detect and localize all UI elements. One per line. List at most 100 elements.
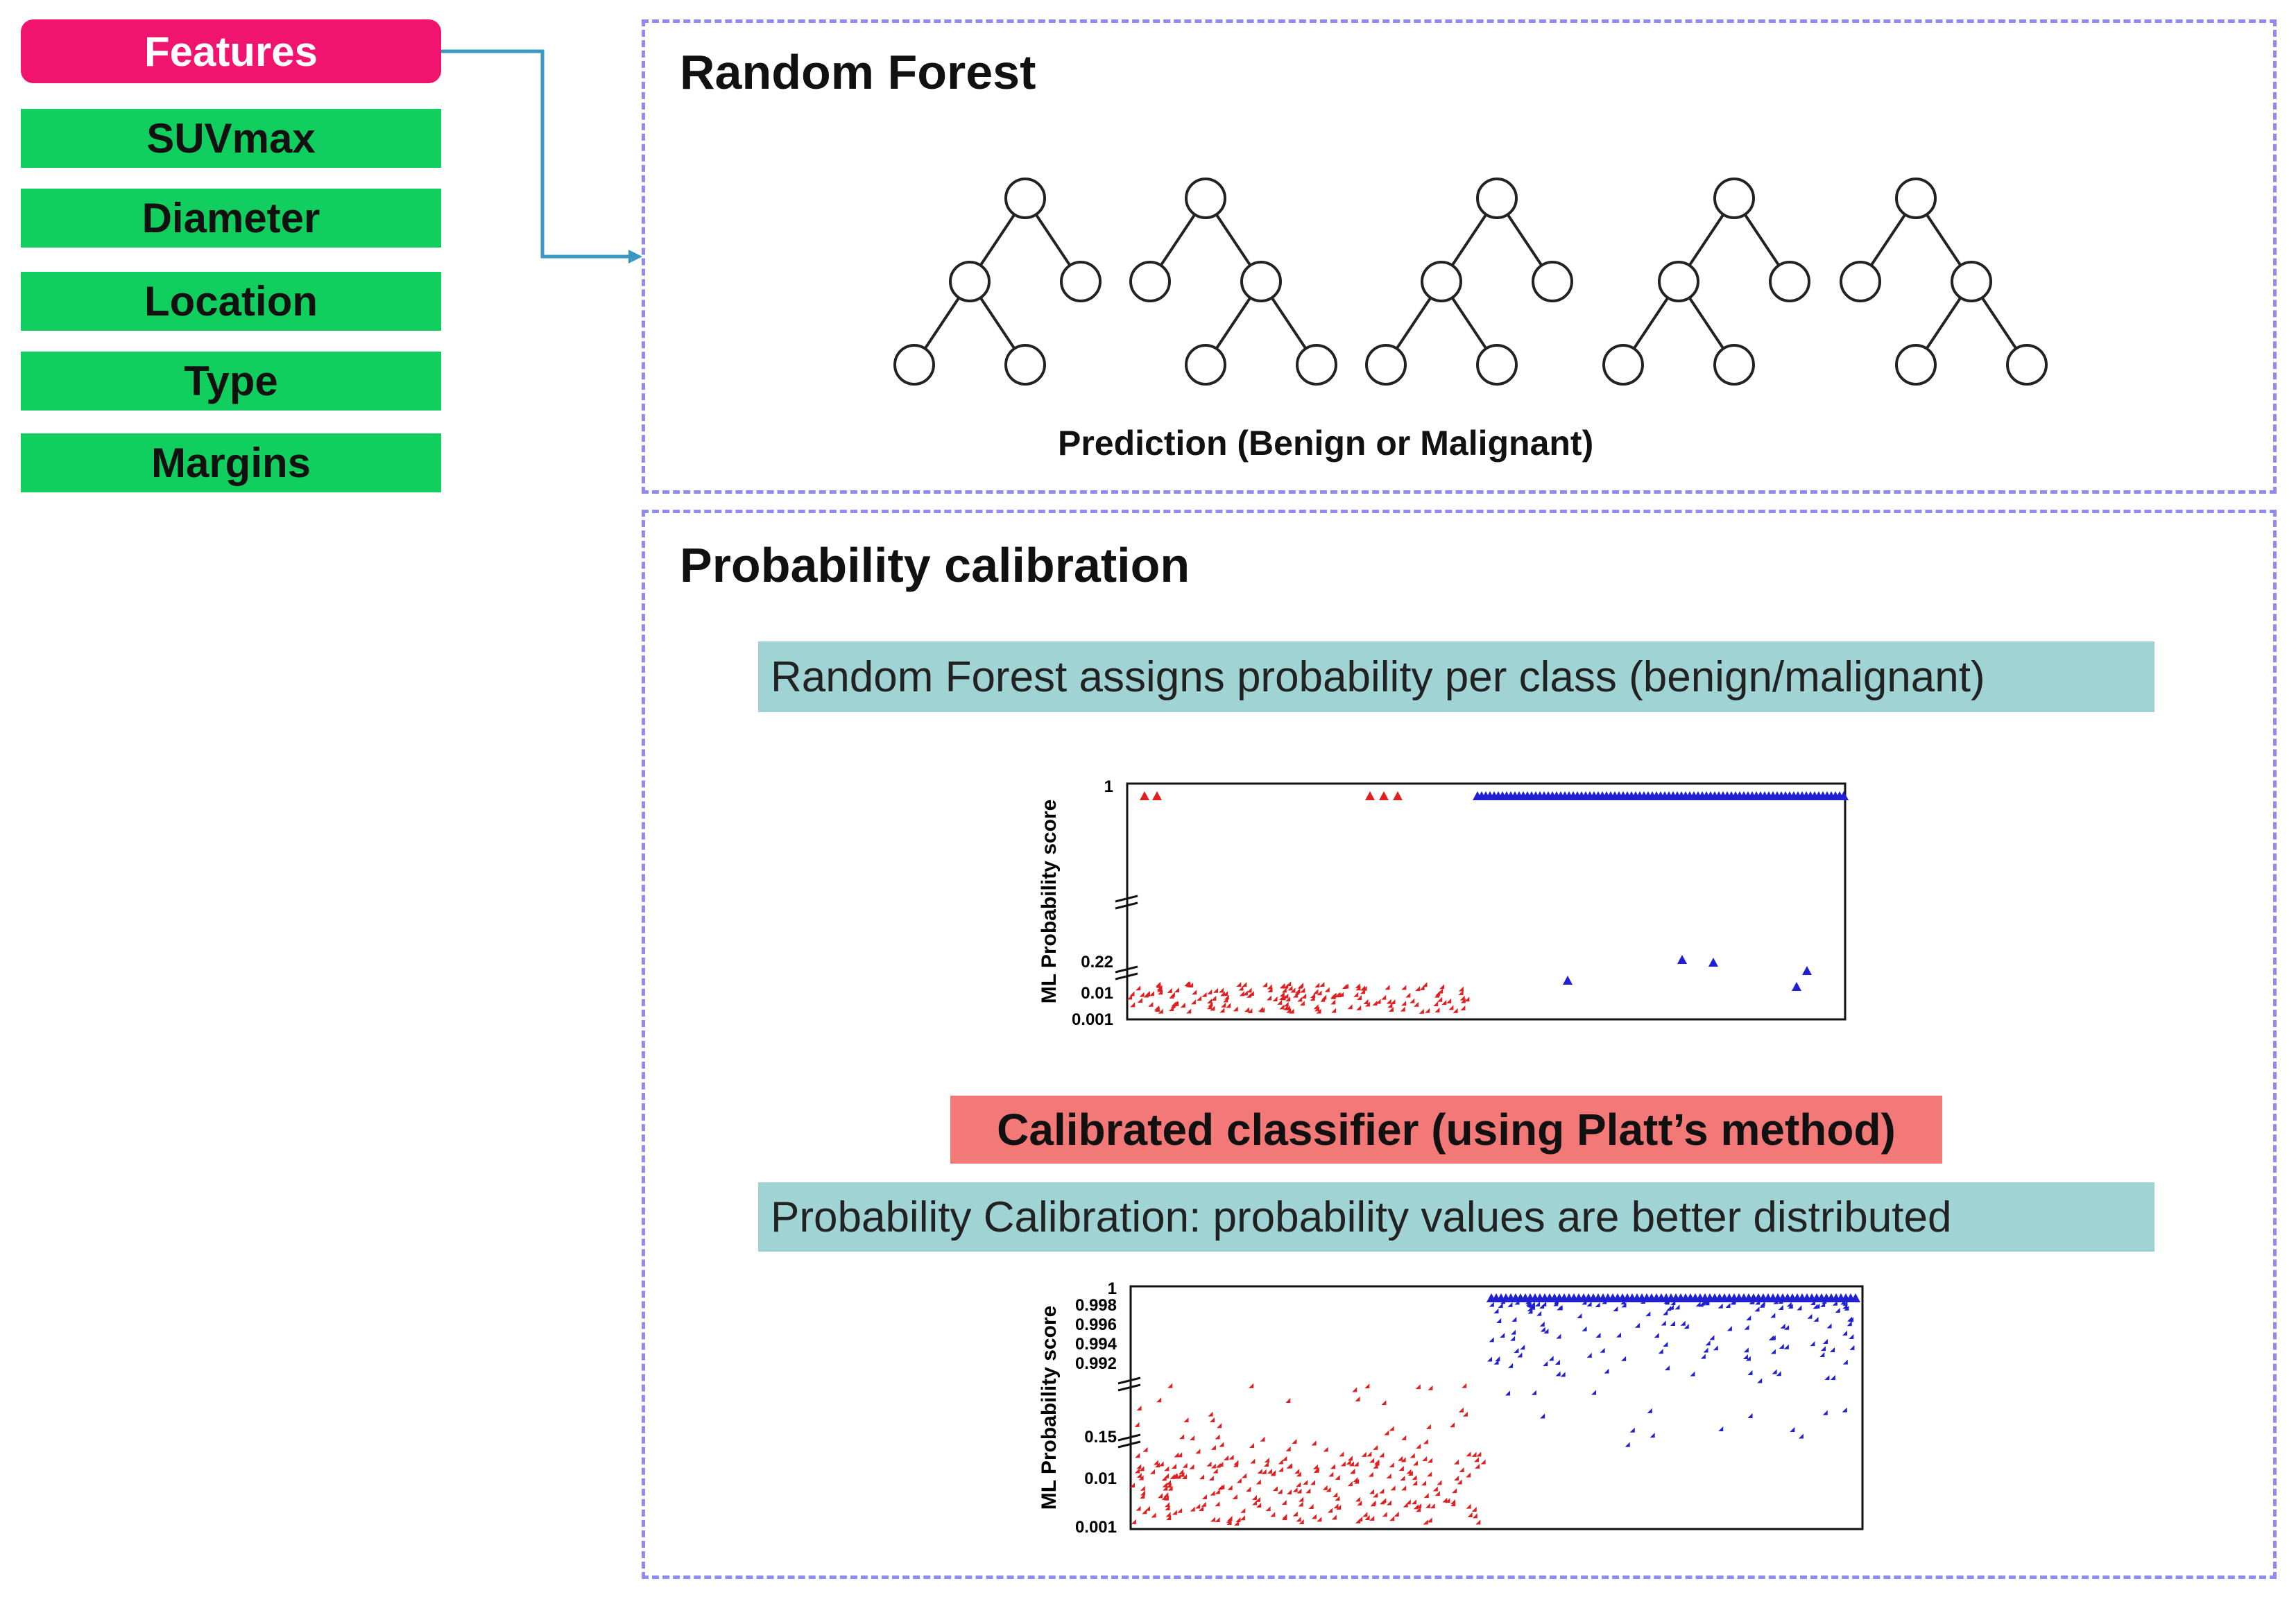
data-point bbox=[1207, 989, 1213, 994]
data-point bbox=[1810, 1300, 1815, 1306]
data-point bbox=[1270, 1512, 1276, 1517]
data-point bbox=[1457, 1479, 1462, 1485]
data-point bbox=[1310, 992, 1316, 998]
data-point bbox=[1670, 1320, 1675, 1326]
data-point bbox=[1425, 1424, 1431, 1429]
data-point bbox=[1169, 1006, 1174, 1012]
data-point bbox=[1233, 1462, 1238, 1467]
data-point bbox=[1493, 1308, 1499, 1313]
data-point bbox=[1355, 1496, 1360, 1502]
data-point bbox=[1326, 1487, 1331, 1492]
data-point bbox=[1311, 1440, 1317, 1446]
data-point bbox=[1511, 1317, 1517, 1322]
data-point bbox=[1136, 1505, 1141, 1511]
data-point bbox=[1842, 1330, 1848, 1336]
data-point bbox=[1407, 1470, 1413, 1476]
data-point bbox=[1355, 1396, 1360, 1401]
data-point bbox=[1224, 1455, 1229, 1460]
data-point bbox=[1353, 1461, 1359, 1467]
chart2-tick: 0.996 bbox=[1075, 1315, 1117, 1334]
data-point bbox=[1239, 991, 1244, 996]
calibration-panel bbox=[642, 510, 2277, 1579]
data-point bbox=[1136, 1464, 1142, 1469]
data-point bbox=[1170, 992, 1175, 997]
data-point bbox=[1172, 1510, 1177, 1515]
data-point bbox=[1283, 993, 1289, 999]
data-point bbox=[1331, 1008, 1337, 1013]
data-point bbox=[1437, 1480, 1442, 1485]
data-point bbox=[1398, 1465, 1404, 1471]
data-point bbox=[1236, 1478, 1242, 1483]
data-point bbox=[1162, 1482, 1167, 1487]
data-point bbox=[1150, 1469, 1156, 1474]
tree-node bbox=[1060, 261, 1102, 302]
data-point bbox=[1385, 985, 1390, 990]
data-point bbox=[1185, 981, 1190, 987]
data-point bbox=[1294, 1469, 1300, 1474]
data-point bbox=[1466, 1472, 1471, 1478]
data-point bbox=[1190, 1435, 1195, 1441]
data-point bbox=[1226, 1519, 1232, 1525]
data-point bbox=[1586, 1352, 1592, 1358]
data-point bbox=[1489, 1337, 1494, 1343]
data-point bbox=[1410, 1453, 1415, 1458]
tree-node bbox=[1296, 344, 1337, 386]
data-point bbox=[1364, 1514, 1370, 1520]
data-point bbox=[1746, 1315, 1751, 1321]
data-point bbox=[1134, 1422, 1140, 1427]
tree-node bbox=[893, 344, 935, 386]
data-point bbox=[1290, 987, 1296, 993]
data-point bbox=[1556, 1333, 1561, 1339]
data-point bbox=[1471, 1506, 1477, 1512]
data-point bbox=[1167, 1485, 1173, 1491]
data-point bbox=[1664, 1365, 1670, 1371]
data-point bbox=[1279, 992, 1285, 997]
data-point bbox=[1554, 1359, 1560, 1365]
data-point bbox=[1257, 1469, 1262, 1474]
data-point bbox=[1294, 990, 1300, 995]
data-point bbox=[1331, 1514, 1337, 1520]
data-point bbox=[1830, 1374, 1835, 1380]
data-point bbox=[1381, 994, 1387, 1000]
data-point bbox=[1340, 1461, 1346, 1467]
data-point bbox=[1249, 1443, 1255, 1449]
data-point bbox=[1215, 1501, 1220, 1507]
data-point bbox=[1218, 1461, 1224, 1467]
data-point bbox=[1208, 1476, 1214, 1481]
data-point bbox=[1453, 1008, 1458, 1013]
data-point bbox=[1246, 992, 1252, 998]
data-point bbox=[1220, 991, 1226, 996]
data-point bbox=[1372, 1000, 1378, 1005]
data-point bbox=[1167, 987, 1172, 993]
chart2-tick: 0.994 bbox=[1075, 1335, 1117, 1354]
data-point bbox=[1749, 1299, 1755, 1304]
data-point bbox=[1446, 998, 1452, 1003]
data-point bbox=[1201, 992, 1207, 997]
data-point bbox=[1242, 982, 1247, 987]
data-point bbox=[1182, 1462, 1188, 1468]
data-point bbox=[1514, 1348, 1519, 1354]
data-point bbox=[1435, 990, 1441, 996]
data-point bbox=[1156, 983, 1161, 988]
data-point bbox=[1425, 1503, 1431, 1508]
data-point bbox=[1226, 1003, 1231, 1008]
data-point bbox=[1234, 1520, 1240, 1526]
data-point bbox=[1280, 983, 1285, 989]
data-point bbox=[1158, 990, 1163, 995]
data-point bbox=[1379, 1488, 1385, 1494]
data-point bbox=[1790, 1426, 1795, 1432]
data-point bbox=[1165, 1502, 1170, 1508]
data-point bbox=[1563, 976, 1573, 985]
data-point bbox=[1163, 1473, 1169, 1478]
data-point bbox=[1335, 992, 1340, 997]
data-point bbox=[1313, 989, 1319, 994]
tree-node bbox=[1129, 261, 1171, 302]
data-point bbox=[1355, 1518, 1361, 1523]
data-point bbox=[1621, 1302, 1627, 1308]
data-point bbox=[1333, 1503, 1339, 1509]
chart2-tick: 0.001 bbox=[1075, 1518, 1117, 1537]
data-point bbox=[1354, 1478, 1360, 1484]
data-point bbox=[1183, 1417, 1189, 1423]
tree-node bbox=[1365, 344, 1407, 386]
